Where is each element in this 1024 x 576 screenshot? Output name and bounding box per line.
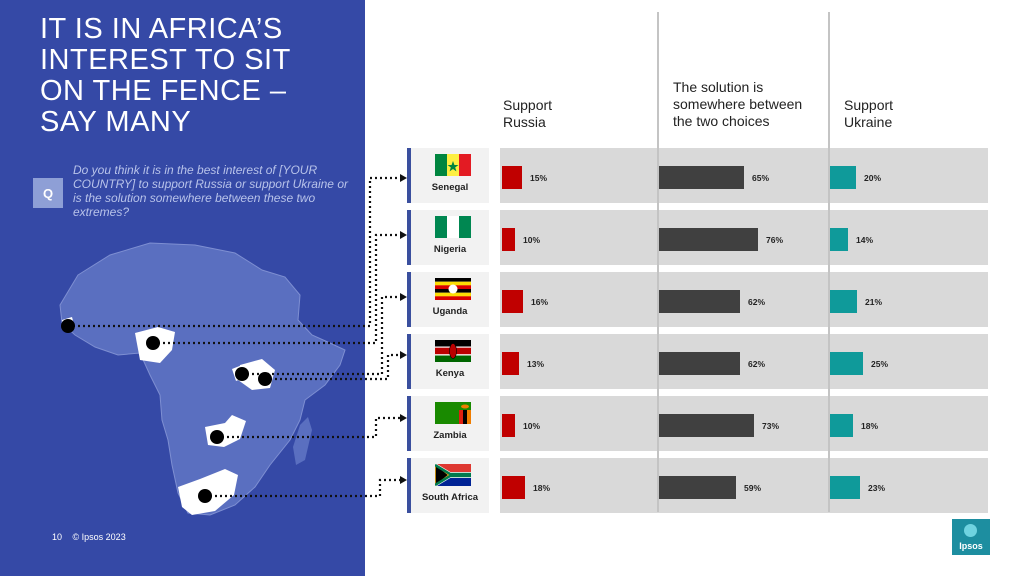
value-label-between-kenya: 62% xyxy=(748,359,766,369)
marker-kenya xyxy=(258,372,272,386)
logo-dot xyxy=(964,524,977,537)
flag-nigeria xyxy=(435,216,471,238)
page-number: 10 xyxy=(52,532,63,542)
connector-nigeria xyxy=(153,233,400,345)
value-label-russia-south-africa: 18% xyxy=(533,483,551,493)
flag-south-africa xyxy=(435,464,471,486)
value-label-between-zambia: 73% xyxy=(762,421,780,431)
bar-russia-nigeria xyxy=(502,228,515,251)
row-kenya xyxy=(500,334,988,389)
country-label-kenya: Kenya xyxy=(407,334,489,389)
copyright: © Ipsos 2023 xyxy=(72,532,126,542)
header-support-ukraine-line1: Support xyxy=(844,97,894,113)
marker-south-africa xyxy=(198,489,212,503)
header-support-russia-line1: Support xyxy=(503,97,553,113)
flag-uganda xyxy=(435,278,471,300)
bar-ukraine-nigeria xyxy=(830,228,848,251)
value-label-russia-zambia: 10% xyxy=(523,421,541,431)
flag-zambia xyxy=(435,402,471,424)
question-text: Do you think it is in the best interest … xyxy=(73,163,348,219)
bar-russia-south-africa xyxy=(502,476,525,499)
country-label-uganda: Uganda xyxy=(407,272,489,327)
row-south-africa xyxy=(500,458,988,513)
value-label-russia-nigeria: 10% xyxy=(523,235,541,245)
country-name: Zambia xyxy=(433,430,467,441)
bar-between-senegal xyxy=(659,166,744,189)
marker-senegal xyxy=(61,319,75,333)
madagascar-shape xyxy=(293,417,312,465)
ipsos-logo: Ipsos xyxy=(952,519,990,555)
bar-between-uganda xyxy=(659,290,740,313)
flag-kenya xyxy=(435,340,471,362)
bar-between-nigeria xyxy=(659,228,758,251)
value-label-ukraine-kenya: 25% xyxy=(871,359,889,369)
bar-ukraine-uganda xyxy=(830,290,857,313)
page-title: IT IS IN AFRICA’S INTEREST TO SIT ON THE… xyxy=(40,13,291,138)
bar-russia-senegal xyxy=(502,166,522,189)
country-label-senegal: Senegal xyxy=(407,148,489,203)
value-label-ukraine-south-africa: 23% xyxy=(868,483,886,493)
country-name: Senegal xyxy=(431,182,469,193)
bar-between-zambia xyxy=(659,414,754,437)
bar-russia-kenya xyxy=(502,352,519,375)
bar-ukraine-senegal xyxy=(830,166,856,189)
header-between-line2: somewhere between xyxy=(673,96,803,112)
connector-senegal xyxy=(68,176,400,328)
header-support-russia-line2: Russia xyxy=(503,114,546,130)
header-between-line3: the two choices xyxy=(673,113,770,129)
footer: 10 © Ipsos 2023 xyxy=(52,532,134,542)
value-label-between-uganda: 62% xyxy=(748,297,766,307)
connector-south-africa xyxy=(205,478,400,498)
connector-zambia xyxy=(217,416,400,439)
country-label-south-africa: South Africa xyxy=(407,458,489,513)
value-label-between-senegal: 65% xyxy=(752,173,770,183)
bar-russia-uganda xyxy=(502,290,523,313)
divider-between xyxy=(657,12,659,512)
header-support-ukraine-line2: Ukraine xyxy=(844,114,893,130)
question-badge: Q xyxy=(33,178,63,208)
africa-outline xyxy=(59,242,346,516)
value-label-russia-uganda: 16% xyxy=(531,297,549,307)
value-label-ukraine-uganda: 21% xyxy=(865,297,883,307)
country-label-nigeria: Nigeria xyxy=(407,210,489,265)
value-label-ukraine-nigeria: 14% xyxy=(856,235,874,245)
logo-text: Ipsos xyxy=(959,541,983,551)
country-name: Uganda xyxy=(432,306,468,317)
bar-ukraine-south-africa xyxy=(830,476,860,499)
header-support-russia: Support Russia xyxy=(503,97,552,131)
connector-kenya xyxy=(265,353,400,381)
value-label-russia-senegal: 15% xyxy=(530,173,548,183)
value-label-between-nigeria: 76% xyxy=(766,235,784,245)
marker-uganda xyxy=(235,367,249,381)
marker-nigeria xyxy=(146,336,160,350)
country-name: Kenya xyxy=(435,368,465,379)
marker-zambia xyxy=(210,430,224,444)
value-label-russia-kenya: 13% xyxy=(527,359,545,369)
bar-ukraine-kenya xyxy=(830,352,863,375)
value-label-ukraine-senegal: 20% xyxy=(864,173,882,183)
country-name: South Africa xyxy=(421,492,479,503)
row-uganda xyxy=(500,272,988,327)
connector-uganda xyxy=(242,295,400,376)
header-support-ukraine: Support Ukraine xyxy=(844,97,893,131)
country-label-zambia: Zambia xyxy=(407,396,489,451)
divider-ukraine xyxy=(828,12,830,512)
bar-ukraine-zambia xyxy=(830,414,853,437)
bar-between-south-africa xyxy=(659,476,736,499)
country-name: Nigeria xyxy=(433,244,467,255)
flag-senegal xyxy=(435,154,471,176)
header-between-line1: The solution is xyxy=(673,79,764,95)
bar-russia-zambia xyxy=(502,414,515,437)
row-senegal xyxy=(500,148,988,203)
value-label-ukraine-zambia: 18% xyxy=(861,421,879,431)
value-label-between-south-africa: 59% xyxy=(744,483,762,493)
header-between: The solution is somewhere between the tw… xyxy=(673,79,802,130)
bar-between-kenya xyxy=(659,352,740,375)
